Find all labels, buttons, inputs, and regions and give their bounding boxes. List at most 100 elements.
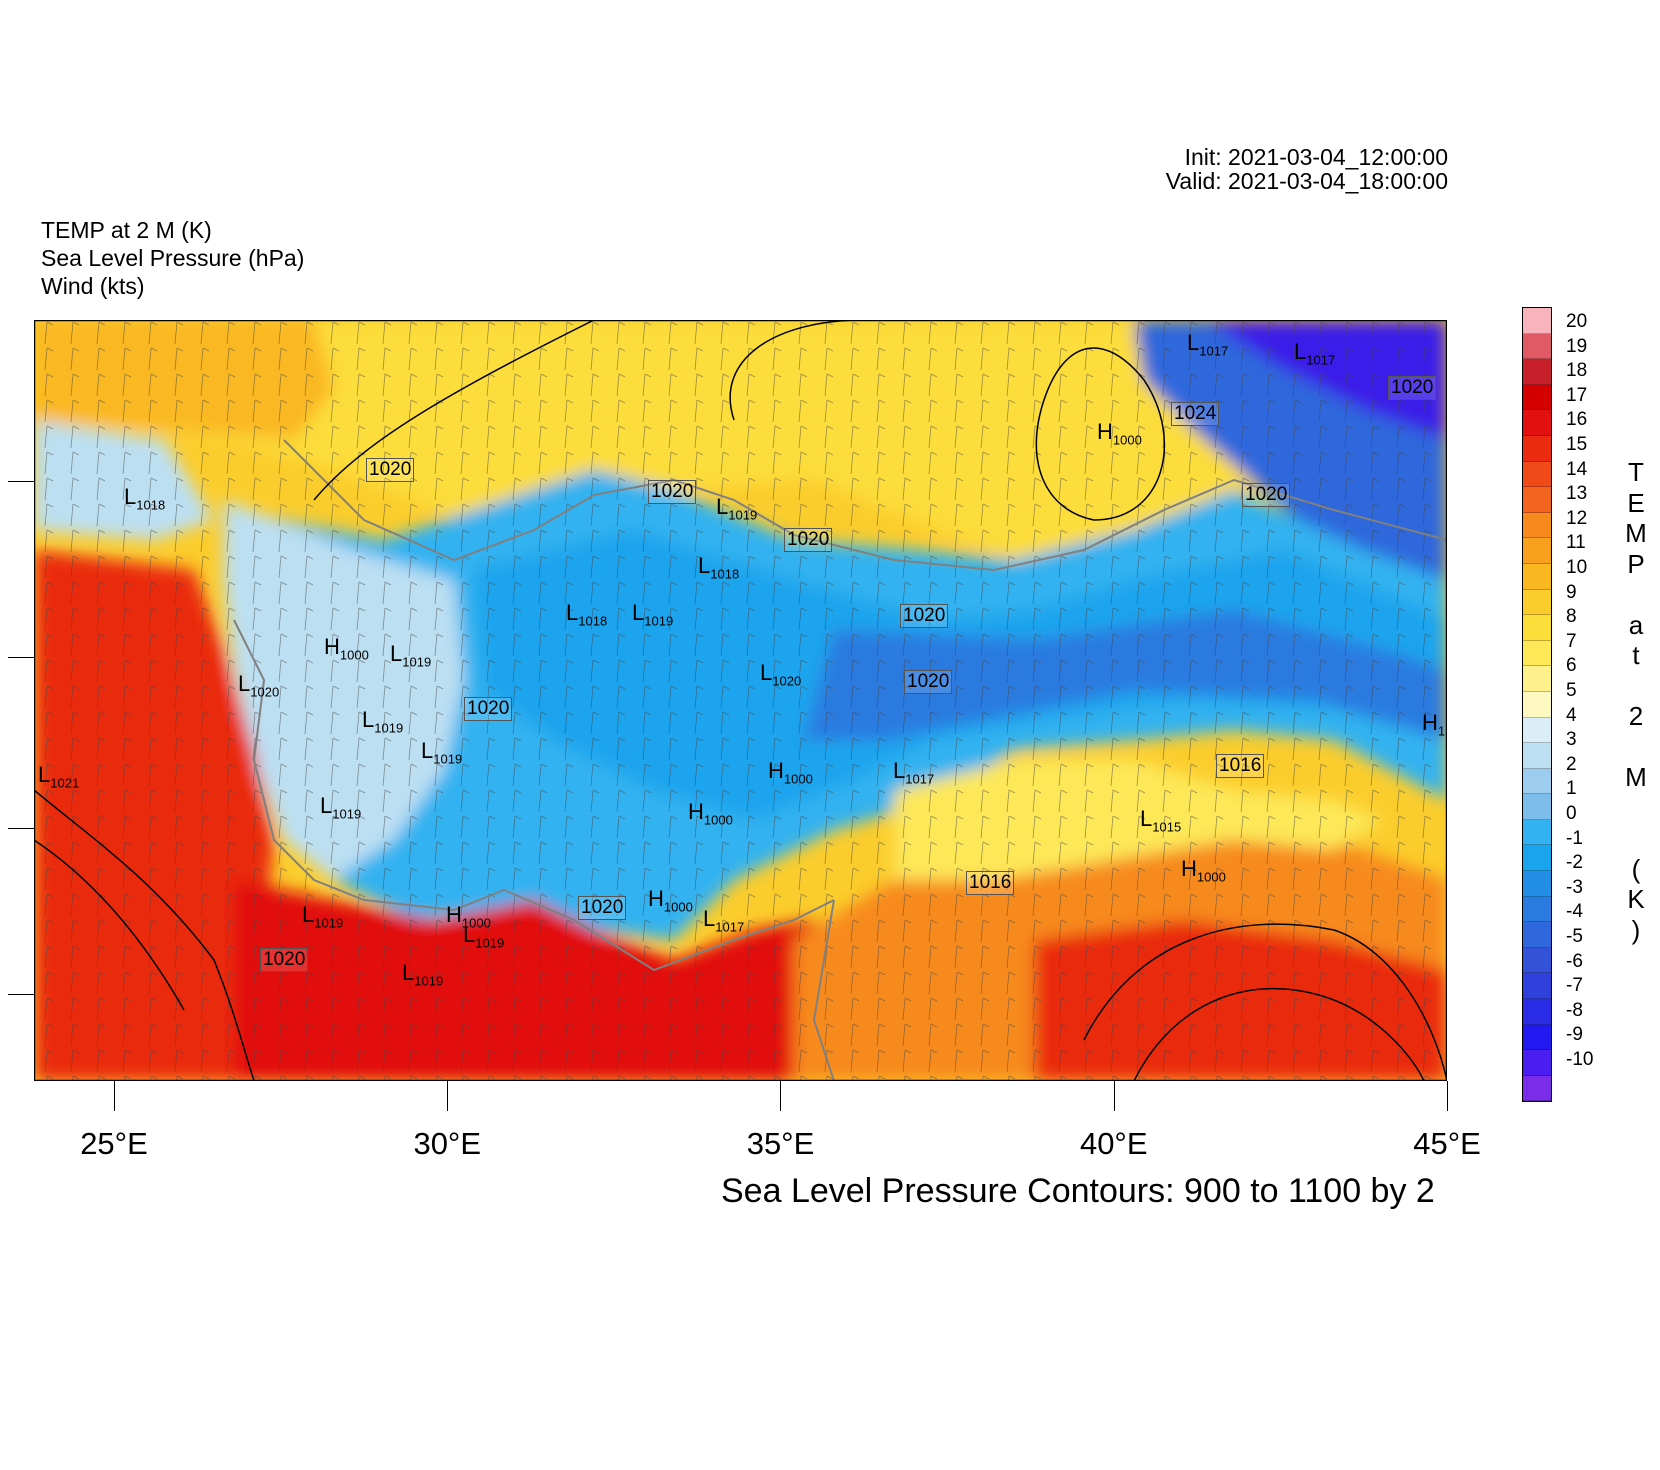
pressure-center: L1019 [632,600,674,629]
colorbar-swatch [1523,896,1551,923]
colorbar-tick-label: -6 [1566,950,1583,972]
contour-label: 1020 [900,604,949,628]
pressure-center: H1 [1422,710,1446,739]
colorbar-tick-label: 13 [1566,483,1588,505]
lat-tick [8,994,34,995]
contour-label: 1020 [464,697,513,721]
pressure-center: H1000 [1097,419,1142,448]
contour-label: 1016 [966,871,1015,895]
colorbar-tick-label: -5 [1566,926,1583,947]
pressure-center: L1019 [362,707,404,736]
pressure-center: H1000 [446,902,491,931]
pressure-center: L1018 [698,553,740,582]
colorbar-title-char: M [1625,762,1647,792]
colorbar-tick-label: 7 [1566,630,1577,652]
colorbar-swatch [1523,461,1551,488]
pressure-center: H1000 [1181,856,1226,885]
colorbar-tick-label: 10 [1566,557,1588,578]
colorbar-tick-label: 8 [1566,606,1577,628]
pressure-center: L1019 [463,922,505,951]
colorbar-swatch [1523,512,1551,539]
lon-tick [1447,1081,1448,1111]
colorbar-tick-label: 9 [1566,581,1577,603]
colorbar-tick-label: 6 [1566,655,1577,677]
lat-tick [8,828,34,829]
colorbar-title-char: P [1627,548,1645,579]
pressure-center: L1017 [1294,339,1336,368]
colorbar-title-char: E [1627,487,1645,518]
colorbar-swatch [1523,1075,1551,1102]
colorbar-tick-label: 1 [1566,778,1577,800]
field-title-slp: Sea Level Pressure (hPa) [41,245,305,271]
contour-label: 1020 [1388,376,1437,400]
colorbar-title-char: M [1625,518,1647,548]
colorbar-swatch [1523,538,1551,564]
colorbar-swatch [1523,487,1551,513]
contour-label: 1024 [1171,402,1220,426]
colorbar-tick-label: -9 [1566,1024,1583,1046]
colorbar-swatch [1523,973,1551,1000]
coastlines [233,439,1447,1081]
colorbar-tick-label: 2 [1566,753,1577,775]
colorbar-swatch [1523,1050,1551,1076]
colorbar-swatch [1523,308,1551,334]
pressure-center: L1015 [1140,806,1182,835]
pressure-center: L1019 [716,494,758,523]
colorbar-tick-label: 3 [1566,729,1577,751]
contour-label: 1020 [578,896,627,920]
colorbar-swatch [1523,691,1551,718]
pressure-center: H1000 [768,758,813,787]
colorbar-title-char: K [1627,884,1645,914]
valid-time: Valid: 2021-03-04_18:00:00 [1165,168,1448,194]
pressure-center: L1017 [1187,330,1229,359]
pressure-center: H1000 [648,886,693,915]
contour-note: Sea Level Pressure Contours: 900 to 1100… [721,1172,1435,1210]
contour-label: 1020 [648,480,697,504]
map-frame [34,320,1447,1081]
lon-tick [780,1081,782,1111]
contour-label: 1020 [260,948,309,972]
colorbar-swatch [1523,717,1551,744]
colorbar-tick-label: -8 [1566,999,1583,1021]
wind-barbs [34,320,1447,1081]
contour-label: 1016 [1216,754,1265,778]
colorbar-swatch [1523,563,1551,590]
weather-map [34,320,1447,1081]
field-title-wind: Wind (kts) [41,273,145,299]
colorbar-tick-label: -10 [1566,1049,1594,1070]
colorbar-tick-label: -4 [1566,901,1583,923]
colorbar-tick-label: 4 [1566,704,1577,726]
lon-label: 25°E [80,1126,148,1161]
field-title-temp: TEMP at 2 M (K) [41,217,212,243]
init-time: Init: 2021-03-04_12:00:00 [1184,144,1448,170]
colorbar-swatch [1523,410,1551,436]
colorbar-title-char: ) [1631,914,1641,945]
colorbar-tick-label: -1 [1566,827,1583,849]
lon-tick [1113,1081,1115,1111]
colorbar-swatch [1523,819,1551,846]
colorbar-tick-label: 20 [1566,311,1588,332]
colorbar-tick-label: 19 [1566,335,1588,357]
lat-tick [8,481,34,482]
pressure-center: L1018 [566,600,608,629]
lat-tick [8,657,34,658]
pressure-center: L1019 [320,793,362,822]
colorbar-swatch [1523,947,1551,974]
colorbar-title-char: ( [1631,853,1641,884]
colorbar-title-char: T [1628,457,1644,487]
colorbar-title-char: t [1632,640,1640,670]
lon-tick [447,1081,449,1111]
colorbar-tick-label: 14 [1566,458,1588,480]
colorbar-swatch [1523,384,1551,411]
colorbar-tick-label: -2 [1566,852,1583,874]
colorbar-title-char: a [1628,609,1644,640]
colorbar-tick-label: -7 [1566,975,1583,997]
colorbar-tick-label: 18 [1566,360,1588,382]
colorbar-tick-label: -3 [1566,876,1583,898]
pressure-center: H1000 [324,634,369,663]
contour-label: 1020 [366,458,415,482]
lon-label: 35°E [746,1126,815,1161]
colorbar-swatch [1523,768,1551,795]
pressure-center: L1019 [390,641,432,670]
colorbar-swatch [1523,794,1551,820]
